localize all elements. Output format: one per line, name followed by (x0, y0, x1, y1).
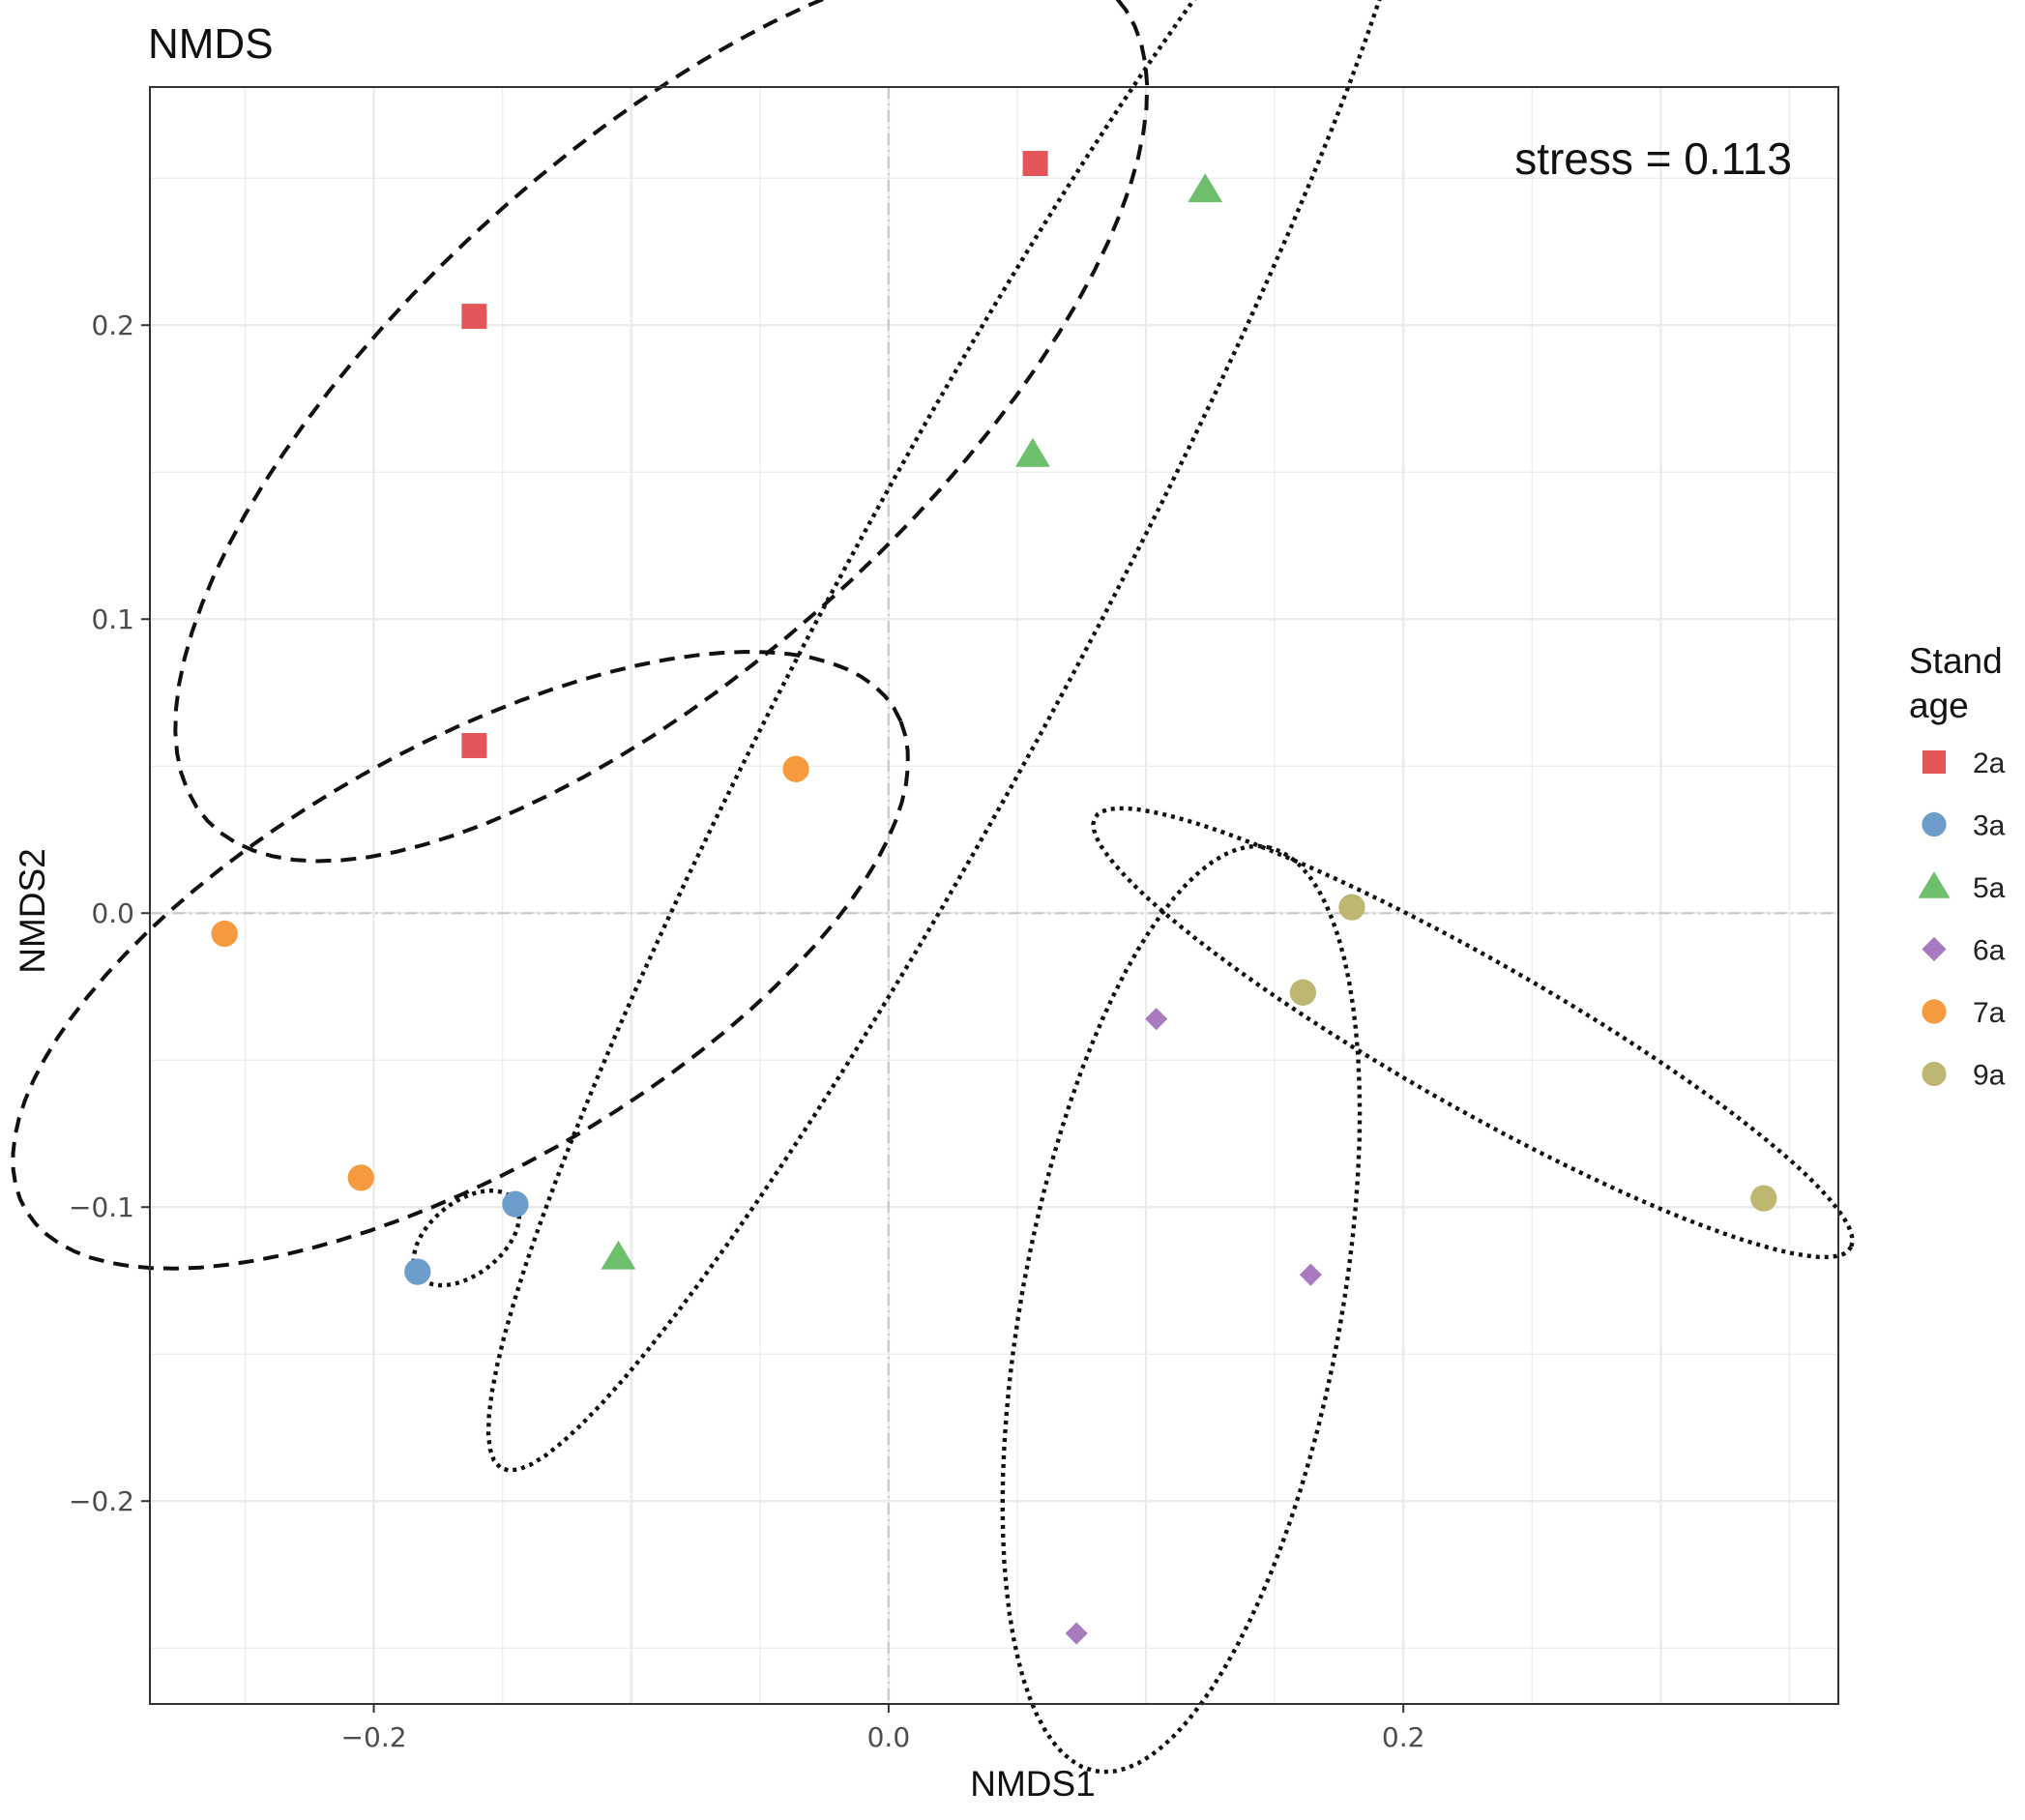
data-points (211, 151, 1777, 1645)
legend-item-6a: 6a (1922, 935, 2006, 967)
ellipse-6a (1000, 843, 1363, 1775)
ellipse-3a (411, 1188, 522, 1288)
point-6a-3 (1065, 1622, 1088, 1645)
point-6a-2 (1299, 1263, 1322, 1286)
group-ellipses (11, 0, 1855, 1775)
y-axis-ticks: −0.2 −0.1 0.0 0.1 0.2 (69, 309, 150, 1517)
y-tick-label: −0.1 (69, 1191, 134, 1223)
legend-title: Stand (1909, 641, 2003, 681)
point-9a-2 (1289, 979, 1317, 1006)
legend-key-6a (1922, 936, 1947, 962)
point-9a-3 (1750, 1185, 1777, 1212)
point-5a-2 (1014, 437, 1050, 467)
legend-label: 7a (1973, 997, 2006, 1029)
ellipse-9a (1091, 806, 1855, 1260)
x-tick-label: −0.2 (341, 1721, 407, 1753)
grid-lines (150, 87, 1838, 1704)
plot-border (149, 86, 1839, 1705)
ellipse-7a (11, 649, 910, 1271)
x-axis-title: NMDS1 (970, 1764, 1096, 1804)
plot-panel (150, 87, 1838, 1704)
legend-key-7a (1922, 999, 1947, 1024)
legend-title: age (1909, 686, 1969, 725)
reference-lines (150, 87, 1838, 1704)
legend-item-9a: 9a (1922, 1060, 2006, 1092)
point-2a-2 (461, 304, 487, 330)
legend-item-3a: 3a (1922, 810, 2006, 842)
legend-label: 2a (1973, 748, 2006, 779)
ellipse-5a (485, 0, 1382, 1473)
point-5a-3 (601, 1240, 636, 1270)
point-7a-3 (347, 1164, 374, 1191)
legend-key-3a (1922, 811, 1947, 837)
legend-key-2a (1922, 750, 1946, 774)
legend-item-7a: 7a (1922, 997, 2006, 1029)
stress-annotation: stress = 0.113 (1514, 133, 1792, 184)
legend-key-5a (1918, 871, 1951, 898)
point-3a-2 (404, 1258, 431, 1285)
point-6a-1 (1145, 1008, 1168, 1031)
legend-key-9a (1922, 1061, 1947, 1087)
y-tick-label: 0.1 (91, 603, 134, 635)
point-7a-2 (211, 920, 238, 948)
y-tick-label: 0.2 (91, 309, 134, 341)
legend-item-5a: 5a (1918, 871, 2006, 904)
legend-label: 9a (1973, 1060, 2006, 1092)
y-tick-label: 0.0 (91, 897, 134, 929)
y-tick-label: −0.2 (69, 1485, 134, 1517)
x-tick-label: 0.0 (867, 1721, 911, 1753)
point-5a-1 (1188, 173, 1223, 203)
chart-title: NMDS (148, 20, 274, 68)
point-9a-1 (1338, 894, 1365, 921)
point-2a-1 (1022, 151, 1048, 177)
legend-label: 3a (1973, 810, 2006, 842)
x-tick-label: 0.2 (1382, 1721, 1425, 1753)
legend-label: 5a (1973, 872, 2006, 904)
point-2a-3 (461, 732, 487, 758)
ellipse-2a (173, 0, 1150, 864)
legend-item-2a: 2a (1922, 748, 2006, 779)
x-axis-ticks: −0.2 0.0 0.2 (341, 1704, 1425, 1753)
point-7a-1 (782, 755, 809, 782)
y-axis-title: NMDS2 (13, 848, 52, 974)
point-3a-1 (502, 1190, 529, 1218)
legend-label: 6a (1973, 935, 2006, 967)
